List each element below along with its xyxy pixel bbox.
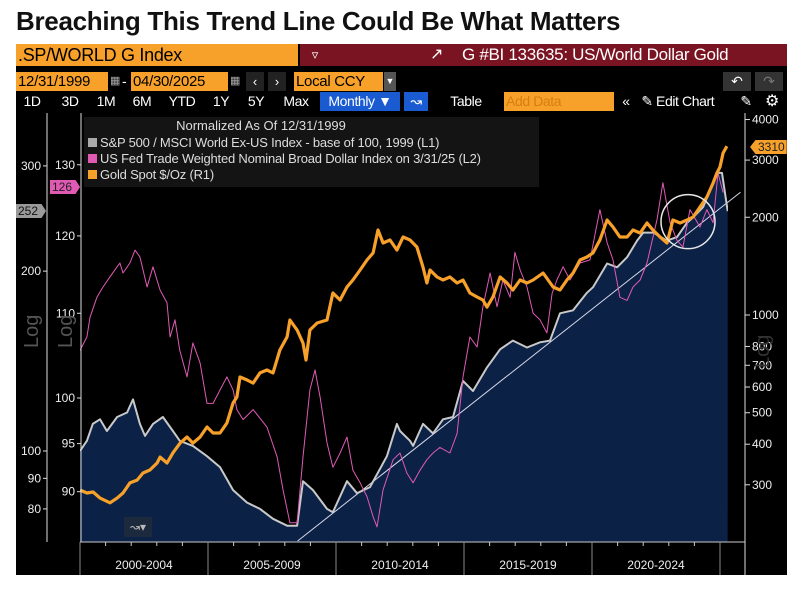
l2-tick-label: 120 xyxy=(55,229,75,243)
l1-tick-label: 80 xyxy=(28,502,42,516)
l2-axis-scale-label: Log xyxy=(55,314,77,348)
title-band xyxy=(330,44,787,66)
start-date-field[interactable]: 12/31/1999 xyxy=(16,72,108,91)
l1-tick-label: 200 xyxy=(21,264,41,278)
legend-label: US Fed Trade Weighted Nominal Broad Doll… xyxy=(100,151,481,166)
calendar-icon[interactable]: ▦ xyxy=(230,75,241,87)
period-ytd[interactable]: YTD xyxy=(168,93,196,109)
legend-swatch xyxy=(88,154,97,163)
x-tick-label: 2010-2014 xyxy=(371,558,429,572)
period-1d[interactable]: 1D xyxy=(23,93,41,109)
redo-button[interactable]: ↷ xyxy=(755,72,783,91)
period-6m[interactable]: 6M xyxy=(132,93,152,109)
pencil-icon[interactable]: ✎ xyxy=(641,93,653,109)
legend-label: Gold Spot $/Oz (R1) xyxy=(100,167,214,182)
highlight-circle xyxy=(660,193,716,250)
l2-tick-label: 110 xyxy=(56,306,75,320)
legend-swatch xyxy=(88,138,97,147)
legend-item-r1: Gold Spot $/Oz (R1) xyxy=(88,167,214,182)
filter-arrow-icon[interactable]: ▿ xyxy=(300,44,330,66)
r1-tick-label: 700 xyxy=(752,358,772,372)
l1-series-line xyxy=(80,171,728,527)
annotate-icon[interactable]: ✎ xyxy=(740,93,752,109)
l2-last-value-tag: 126 xyxy=(50,180,81,194)
headline: Breaching This Trend Line Could Be What … xyxy=(16,6,621,36)
edit-chart-button[interactable]: Edit Chart xyxy=(656,93,715,109)
r1-tick-label: 2000 xyxy=(752,210,779,224)
l2-tick-label: 130 xyxy=(55,158,75,172)
legend xyxy=(84,117,539,187)
period-1m[interactable]: 1M xyxy=(96,93,116,109)
prev-button[interactable]: ‹ xyxy=(246,72,264,91)
l2-series-line xyxy=(80,172,724,528)
r1-tick-label: 500 xyxy=(752,406,772,420)
l2-tick-label: 90 xyxy=(62,485,76,499)
l1-tick-label: 100 xyxy=(21,444,41,458)
x-tick-label: 2015-2019 xyxy=(499,558,557,572)
legend-item-l2: US Fed Trade Weighted Nominal Broad Doll… xyxy=(88,151,481,166)
legend-swatch xyxy=(88,170,97,179)
l1-tick-label: 300 xyxy=(21,159,41,173)
undo-button[interactable]: ↶ xyxy=(723,72,751,91)
x-tick-label: 2020-2024 xyxy=(627,558,685,572)
line-chart-icon[interactable]: ↝ xyxy=(404,92,428,111)
r1-tick-label: 3000 xyxy=(752,153,779,167)
r1-series-line xyxy=(80,145,728,505)
period-5y[interactable]: 5Y xyxy=(247,93,265,109)
x-tick-label: 2000-2004 xyxy=(115,558,173,572)
add-data-input[interactable]: Add Data xyxy=(504,92,614,111)
graph-title: G #BI 133635: US/World Dollar Gold xyxy=(462,45,729,64)
gear-icon[interactable]: ⚙ xyxy=(765,93,779,110)
next-button[interactable]: › xyxy=(268,72,286,91)
chevron-down-icon[interactable]: ▼ xyxy=(384,72,396,91)
r1-tick-label: 400 xyxy=(752,437,772,451)
frequency-select[interactable]: Monthly ▼ xyxy=(320,92,400,111)
l1-area-fill xyxy=(80,172,728,542)
calendar-icon[interactable]: ▦ xyxy=(110,75,121,87)
currency-select[interactable]: Local CCY xyxy=(294,72,383,91)
security-input[interactable]: .SP/WORLD G Index xyxy=(16,44,298,66)
collapse-button[interactable]: « xyxy=(622,93,630,109)
legend-title: Normalized As Of 12/31/1999 xyxy=(176,118,346,133)
period-1y[interactable]: 1Y xyxy=(212,93,230,109)
table-button[interactable]: Table xyxy=(450,93,482,109)
l2-tick-label: 100 xyxy=(55,391,75,405)
r1-tick-label: 4000 xyxy=(752,113,779,127)
r1-tick-label: 300 xyxy=(752,478,772,492)
l1-tick-label: 90 xyxy=(28,471,42,485)
legend-item-l1: S&P 500 / MSCI World Ex-US Index - base … xyxy=(88,135,439,150)
r1-last-value-tag: 3310 xyxy=(750,140,787,154)
period-3d[interactable]: 3D xyxy=(61,93,79,109)
l1-last-value-tag: 252 xyxy=(16,204,47,218)
external-link-icon[interactable]: ↗ xyxy=(430,46,444,63)
l2-tick-label: 95 xyxy=(62,437,76,451)
x-tick-label: 2005-2009 xyxy=(243,558,301,572)
legend-label: S&P 500 / MSCI World Ex-US Index - base … xyxy=(100,135,440,150)
r1-tick-label: 1000 xyxy=(752,308,779,322)
r1-axis-scale-label: Log xyxy=(752,334,774,368)
r1-tick-label: 600 xyxy=(752,380,772,394)
date-separator: - xyxy=(122,73,127,89)
l1-axis-scale-label: Log xyxy=(21,314,43,348)
r1-tick-label: 800 xyxy=(752,339,772,353)
end-date-field[interactable]: 04/30/2025 xyxy=(131,72,228,91)
period-max[interactable]: Max xyxy=(283,93,309,109)
chart-type-icon[interactable]: ↝▾ xyxy=(124,517,152,537)
